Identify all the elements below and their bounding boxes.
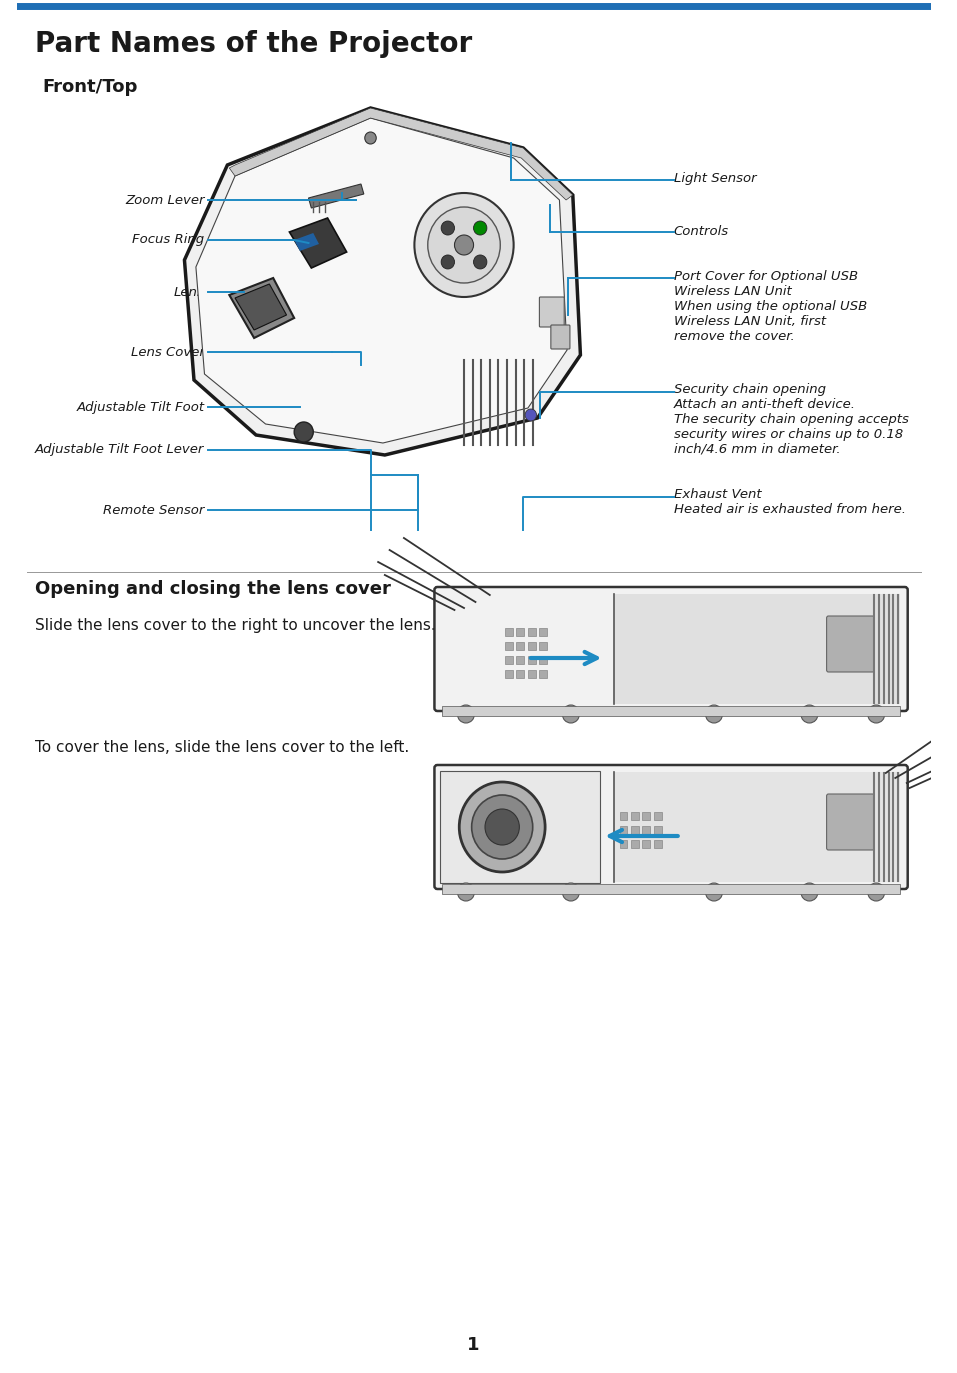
Circle shape: [365, 132, 376, 144]
FancyBboxPatch shape: [434, 765, 907, 888]
Bar: [613, 772, 901, 881]
FancyBboxPatch shape: [827, 616, 875, 671]
Circle shape: [455, 235, 474, 255]
Circle shape: [294, 422, 313, 442]
Polygon shape: [196, 118, 568, 443]
Text: Opening and closing the lens cover: Opening and closing the lens cover: [34, 579, 390, 599]
Circle shape: [801, 704, 818, 724]
Circle shape: [474, 221, 487, 235]
Circle shape: [457, 704, 475, 724]
Bar: [442, 884, 901, 894]
FancyBboxPatch shape: [551, 325, 570, 349]
Bar: [654, 811, 661, 820]
Text: Focus Ring: Focus Ring: [132, 233, 205, 247]
Circle shape: [563, 704, 580, 724]
Text: Adjustable Tilt Foot Lever: Adjustable Tilt Foot Lever: [35, 443, 205, 456]
Bar: [619, 827, 627, 833]
Bar: [631, 827, 638, 833]
Text: Lens Cover: Lens Cover: [130, 346, 205, 358]
Circle shape: [414, 194, 514, 297]
Circle shape: [428, 207, 501, 283]
Circle shape: [868, 883, 885, 901]
Circle shape: [705, 704, 723, 724]
Bar: [613, 595, 901, 704]
Bar: [440, 772, 600, 883]
Polygon shape: [235, 284, 286, 330]
Bar: [540, 656, 547, 665]
Text: Slide the lens cover to the right to uncover the lens.: Slide the lens cover to the right to unc…: [34, 618, 435, 633]
Bar: [505, 627, 513, 636]
Bar: [631, 811, 638, 820]
Circle shape: [485, 809, 520, 844]
Text: Controls: Controls: [674, 225, 729, 238]
Circle shape: [525, 409, 537, 422]
Bar: [528, 627, 536, 636]
Text: Security chain opening
Attach an anti-theft device.
The security chain opening a: Security chain opening Attach an anti-th…: [674, 383, 909, 456]
Polygon shape: [230, 277, 294, 338]
Text: Port Cover for Optional USB
Wireless LAN Unit
When using the optional USB
Wirele: Port Cover for Optional USB Wireless LAN…: [674, 270, 867, 343]
Bar: [642, 811, 650, 820]
Circle shape: [459, 783, 545, 872]
Polygon shape: [289, 218, 346, 268]
Circle shape: [457, 883, 475, 901]
Text: Lens: Lens: [174, 286, 205, 298]
FancyBboxPatch shape: [540, 297, 565, 327]
FancyBboxPatch shape: [827, 794, 875, 850]
Bar: [505, 656, 513, 665]
Bar: [442, 706, 901, 715]
Polygon shape: [185, 108, 581, 454]
Bar: [540, 627, 547, 636]
Bar: [505, 670, 513, 678]
Text: 1: 1: [467, 1336, 479, 1354]
Text: Part Names of the Projector: Part Names of the Projector: [34, 30, 472, 58]
Bar: [540, 643, 547, 649]
Circle shape: [441, 255, 455, 269]
Polygon shape: [294, 233, 319, 251]
Text: Front/Top: Front/Top: [42, 78, 138, 96]
Polygon shape: [230, 108, 573, 200]
Bar: [517, 643, 524, 649]
Circle shape: [563, 883, 580, 901]
Bar: [619, 811, 627, 820]
Circle shape: [868, 704, 885, 724]
Bar: [642, 840, 650, 849]
Bar: [517, 627, 524, 636]
Polygon shape: [308, 184, 364, 207]
Circle shape: [705, 883, 723, 901]
Circle shape: [474, 255, 487, 269]
Circle shape: [801, 883, 818, 901]
Bar: [642, 827, 650, 833]
Bar: [540, 670, 547, 678]
Text: To cover the lens, slide the lens cover to the left.: To cover the lens, slide the lens cover …: [34, 740, 409, 755]
Bar: [654, 827, 661, 833]
Bar: [505, 643, 513, 649]
Circle shape: [472, 795, 533, 859]
Bar: [528, 656, 536, 665]
Text: Exhaust Vent
Heated air is exhausted from here.: Exhaust Vent Heated air is exhausted fro…: [674, 487, 906, 516]
Text: Adjustable Tilt Foot: Adjustable Tilt Foot: [77, 401, 205, 413]
Bar: [528, 643, 536, 649]
Bar: [528, 670, 536, 678]
Bar: [619, 840, 627, 849]
Bar: [517, 656, 524, 665]
Circle shape: [441, 221, 455, 235]
Text: Light Sensor: Light Sensor: [674, 172, 757, 185]
Text: Remote Sensor: Remote Sensor: [103, 504, 205, 516]
Bar: [517, 670, 524, 678]
Bar: [654, 840, 661, 849]
Bar: [631, 840, 638, 849]
Text: Zoom Lever: Zoom Lever: [125, 194, 205, 206]
FancyBboxPatch shape: [434, 588, 907, 711]
